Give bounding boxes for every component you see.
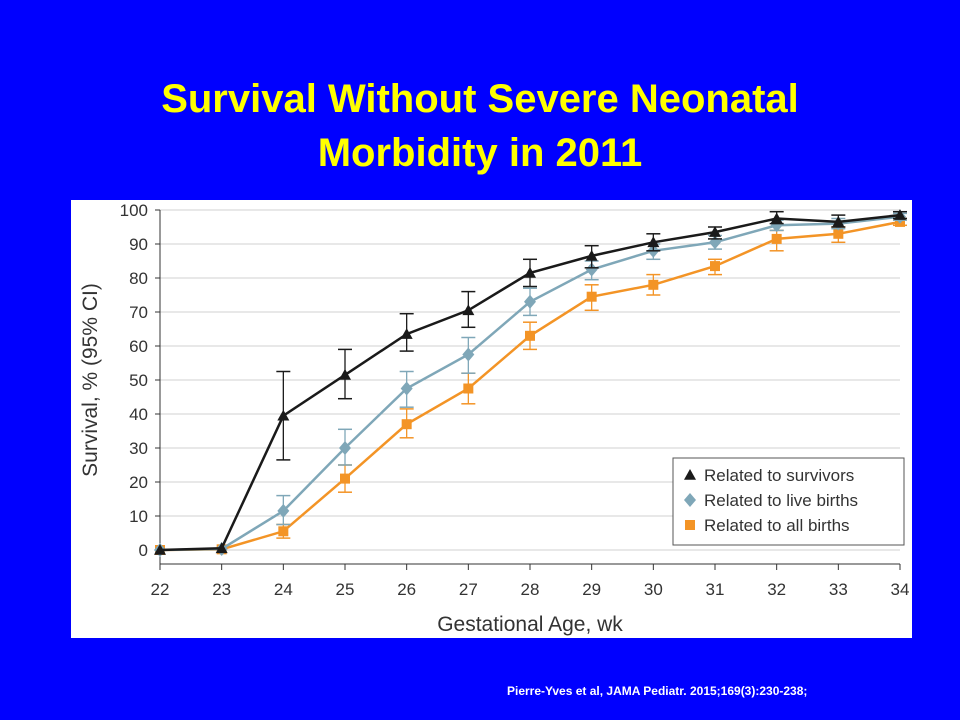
data-point [525, 330, 535, 341]
data-point [401, 419, 412, 430]
x-tick-label: 34 [891, 580, 910, 599]
y-tick-label: 70 [129, 303, 148, 322]
series-layer [154, 209, 907, 557]
survival-chart: 0 10 20 30 40 50 60 70 80 90 100 22 23 24 25 26 27 28 29 30… [79, 201, 910, 636]
data-point [833, 228, 844, 239]
chart-panel: 0 10 20 30 40 50 60 70 80 90 100 22 23 24 25 26 27 28 29 30… [71, 200, 912, 638]
data-point [647, 236, 660, 248]
axis-layer: 0 10 20 30 40 50 60 70 80 90 100 22 23 24 25 26 27 28 29 30… [120, 201, 910, 599]
x-axis-label: Gestational Age, wk [437, 613, 623, 636]
legend-box [672, 457, 905, 546]
data-point [400, 328, 413, 339]
y-tick-label: 30 [129, 439, 148, 458]
series-square [155, 216, 907, 555]
data-point [648, 279, 659, 290]
y-tick-label: 100 [120, 201, 148, 220]
x-tick-label: 26 [397, 580, 416, 599]
legend-marker [684, 493, 696, 507]
legend-label: Related to live births [704, 491, 858, 510]
data-point [832, 215, 845, 227]
data-point [710, 261, 720, 272]
data-point [894, 209, 906, 220]
data-point [462, 347, 475, 362]
slide-title-line1: Survival Without Severe Neonatal [161, 77, 799, 121]
data-point [340, 473, 350, 484]
x-tick-label: 23 [212, 580, 231, 599]
data-point [462, 304, 475, 316]
series-triangle [154, 209, 907, 555]
y-tick-label: 40 [129, 405, 148, 424]
slide-title-line2: Morbidity in 2011 [317, 131, 643, 175]
data-point [278, 526, 289, 537]
slide-title: Survival Without Severe Neonatal Morbidi… [0, 72, 960, 180]
data-point [524, 266, 536, 278]
data-point [154, 544, 166, 555]
data-point [339, 441, 351, 455]
data-point [585, 249, 598, 261]
x-tick-label: 22 [151, 580, 170, 599]
x-tick-label: 28 [521, 580, 540, 599]
y-axis-label: Survival, % (95% CI) [79, 283, 102, 477]
y-tick-label: 80 [129, 269, 148, 288]
data-point [277, 409, 290, 421]
y-tick-label: 90 [129, 235, 148, 254]
data-point [339, 368, 351, 380]
data-point [771, 233, 782, 244]
x-tick-label: 29 [582, 580, 601, 599]
legend-marker [684, 469, 696, 480]
y-tick-label: 60 [129, 337, 148, 356]
x-tick-label: 32 [767, 580, 786, 599]
data-point [770, 212, 783, 224]
y-tick-label: 0 [139, 541, 148, 560]
y-tick-label: 10 [129, 507, 148, 526]
legend-marker [685, 520, 695, 530]
x-tick-label: 24 [274, 580, 293, 599]
data-point [277, 503, 290, 518]
x-tick-label: 33 [829, 580, 848, 599]
citation: Pierre-Yves et al, JAMA Pediatr. 2015;16… [507, 684, 808, 698]
y-tick-label: 20 [129, 473, 148, 492]
data-point [709, 226, 721, 237]
data-point [586, 291, 597, 302]
y-tick-label: 50 [129, 371, 148, 390]
x-tick-label: 30 [644, 580, 663, 599]
data-point [524, 294, 536, 309]
legend-label: Related to survivors [704, 466, 854, 485]
data-point [400, 381, 413, 396]
x-tick-label: 25 [336, 580, 355, 599]
legend-label: Related to all births [704, 516, 850, 535]
data-point [585, 262, 598, 277]
x-tick-label: 27 [459, 580, 478, 599]
data-point [215, 542, 228, 554]
data-point [463, 383, 474, 394]
legend: Related to survivors Related to live birt… [672, 457, 905, 546]
x-tick-label: 31 [706, 580, 725, 599]
